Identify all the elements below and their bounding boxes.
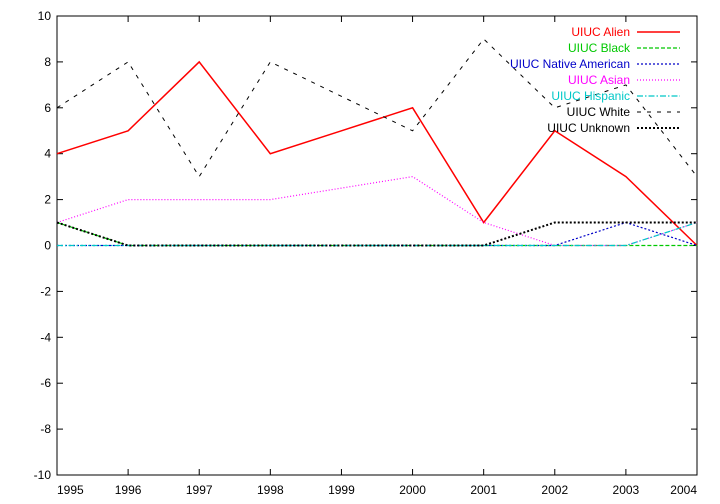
legend-label: UIUC White (567, 105, 631, 119)
legend-label: UIUC Black (568, 41, 631, 55)
legend-label: UIUC Native American (510, 57, 630, 71)
series-line-uiuc-alien (56, 60, 698, 247)
y-tick-label: 8 (44, 55, 51, 69)
y-tick-label: -8 (40, 422, 51, 436)
y-tick-label: -2 (40, 284, 51, 298)
x-tick-label: 1999 (328, 483, 355, 497)
y-tick-label: -6 (40, 376, 51, 390)
y-tick-label: 10 (38, 9, 52, 23)
series-line-uiuc-asian (56, 175, 698, 247)
legend-label: UIUC Hispanic (551, 89, 630, 103)
x-tick-label: 2003 (613, 483, 640, 497)
y-tick-label: 0 (44, 239, 51, 253)
y-tick-label: 6 (44, 101, 51, 115)
y-tick-label: 2 (44, 193, 51, 207)
series-line-uiuc-black (56, 221, 697, 247)
y-tick-label: -4 (40, 330, 51, 344)
series-line-uiuc-hispanic (57, 221, 698, 247)
x-tick-label: 1998 (257, 483, 284, 497)
x-tick-label: 2001 (470, 483, 497, 497)
x-tick-label: 2000 (399, 483, 426, 497)
x-tick-label: 2004 (670, 483, 697, 497)
x-tick-label: 1997 (186, 483, 213, 497)
y-tick-label: 4 (44, 147, 51, 161)
series-line-uiuc-unknown (56, 221, 697, 247)
x-tick-label: 1995 (57, 483, 84, 497)
legend-label: UIUC Unknown (547, 121, 630, 135)
y-tick-label: -10 (34, 468, 52, 482)
legend-label: UIUC Alien (571, 25, 630, 39)
series-line-uiuc-native-american (57, 221, 698, 247)
legend-label: UIUC Asian (568, 73, 630, 87)
series-lines (56, 38, 698, 247)
x-tick-label: 1996 (115, 483, 142, 497)
legend: UIUC Alien UIUC Black UIUC Native American… (510, 25, 680, 135)
x-tick-label: 2002 (541, 483, 568, 497)
series-line-uiuc-white (56, 38, 698, 178)
axis-ticks: -10 -8 -6 -4 -2 0 2 4 6 8 10 1995 1996 1997 1998 1999 20… (34, 9, 698, 497)
